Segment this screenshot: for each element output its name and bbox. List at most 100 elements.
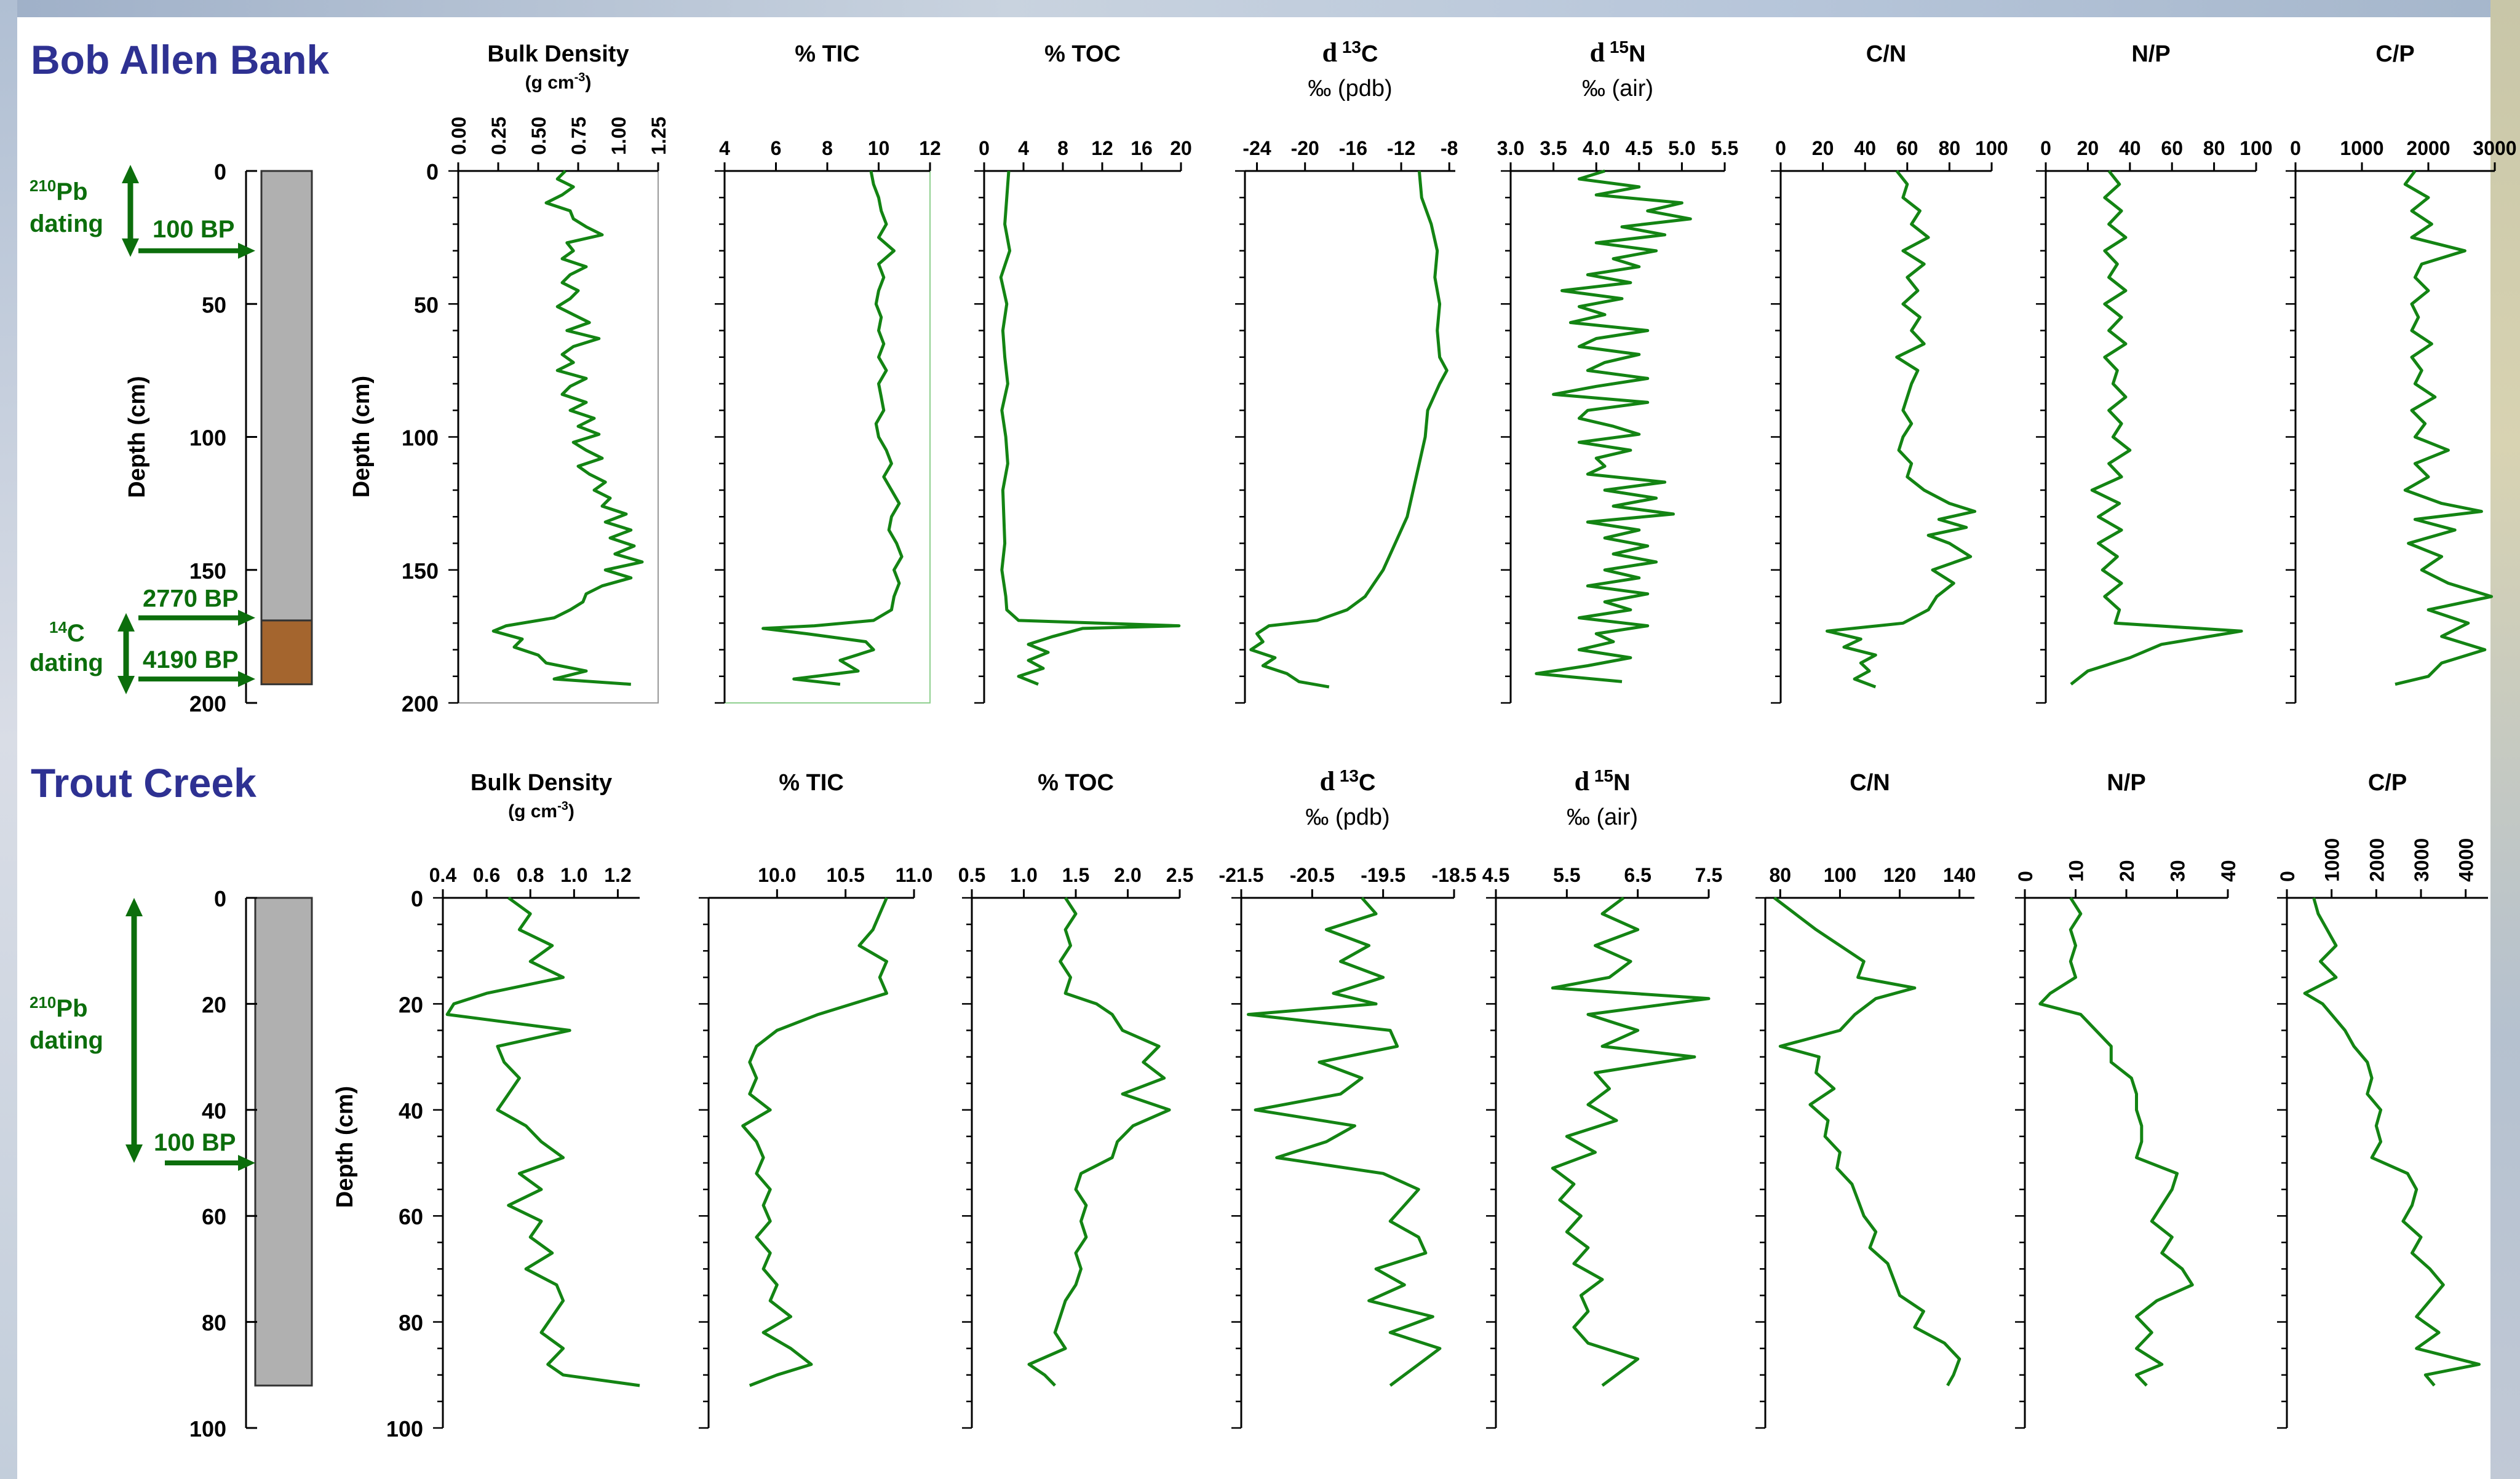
x-tick-label: 100 <box>2240 137 2272 159</box>
chart-subtitle: ‰ (pdb) <box>1308 76 1392 101</box>
x-tick-label: 3.0 <box>1497 137 1524 159</box>
x-tick-label: 80 <box>1769 864 1791 886</box>
c14-dating-arrow-head-up <box>117 613 135 632</box>
x-tick-label: 10 <box>2065 860 2088 882</box>
x-tick-label: 0.00 <box>448 117 470 155</box>
x-tick-label: 3000 <box>2411 838 2433 882</box>
chart-title: d 13C <box>1320 766 1376 796</box>
bp-marker-label: 100 BP <box>153 216 234 243</box>
x-tick-label: 80 <box>1939 137 1961 159</box>
profile-chart: 0.5 1.0 1.5 2.0 2.5 % TOC <box>958 770 1193 1429</box>
x-tick-label: 0 <box>2040 137 2051 159</box>
background-right-band <box>2490 0 2520 1479</box>
profile-line <box>491 170 644 686</box>
depth-tick-label: 0 <box>411 886 423 911</box>
profile-chart: 0 10 20 30 40 N/P <box>2014 770 2240 1429</box>
core-depth-tick-label: 40 <box>202 1098 226 1124</box>
x-tick-label: 4.5 <box>1482 864 1509 886</box>
c14-dating-arrow-head-down <box>117 676 135 695</box>
bp-marker-label: 2770 BP <box>143 585 239 613</box>
profile-line <box>1247 897 1442 1387</box>
x-tick-label: -21.5 <box>1219 864 1264 886</box>
profile-line <box>741 897 888 1387</box>
chart-subtitle: (g cm-3) <box>525 71 592 93</box>
x-tick-label: 2000 <box>2406 137 2450 159</box>
profile-line <box>1551 896 1711 1387</box>
chart-title: N/P <box>2131 41 2170 67</box>
core-depth-tick-label: 80 <box>202 1310 226 1336</box>
pb-dating-arrow-head-up <box>125 898 143 916</box>
bp-marker-arrow-head <box>238 1155 255 1171</box>
x-tick-label: 30 <box>2167 860 2189 882</box>
chart-subtitle: ‰ (pdb) <box>1305 804 1389 830</box>
bp-marker-arrow-head <box>238 671 255 688</box>
bp-marker-label: 4190 BP <box>143 646 239 673</box>
chart-title: N/P <box>2107 770 2145 796</box>
profile-chart: -24 -20 -16 -12 -8 d 13C ‰ (pdb) <box>1235 38 1458 704</box>
x-tick-label: 3000 <box>2473 137 2516 159</box>
profile-chart: 0 20 40 60 80 100 N/P <box>2036 41 2273 704</box>
core-depth-tick-label: 150 <box>189 558 226 584</box>
profile-line <box>1249 170 1449 689</box>
profile-line <box>445 896 640 1387</box>
x-tick-label: 0.8 <box>517 864 544 886</box>
x-tick-label: 4.5 <box>1626 137 1653 159</box>
panel-1: Trout Creek 0 20 40 60 80 100 210Pb dating 100 BP… <box>30 760 423 1441</box>
x-tick-label: 3.5 <box>1540 137 1567 159</box>
x-tick-label: 4000 <box>2455 838 2478 882</box>
x-tick-label: 1000 <box>2340 137 2383 159</box>
x-tick-label: 11.0 <box>896 864 933 886</box>
profile-chart: 0 4 8 12 16 20 % TOC <box>974 41 1192 704</box>
x-tick-label: 1.0 <box>1010 864 1037 886</box>
bp-marker-arrow-head <box>238 609 255 626</box>
x-tick-label: 4 <box>719 137 730 159</box>
x-tick-label: 20 <box>2077 137 2099 159</box>
x-tick-label: 0.6 <box>473 864 500 886</box>
pb-dating-arrow-head-down <box>122 238 139 257</box>
site-title: Bob Allen Bank <box>31 37 330 82</box>
chart-title: % TIC <box>779 770 844 796</box>
profile-chart: 4.5 5.5 6.5 7.5 d 15N ‰ (air) <box>1482 766 1722 1429</box>
chart-title: % TOC <box>1038 770 1114 796</box>
x-tick-label: 7.5 <box>1695 864 1722 886</box>
core-depth-tick-label: 0 <box>214 886 226 911</box>
x-tick-label: 1.5 <box>1062 864 1089 886</box>
x-tick-label: 40 <box>2119 137 2141 159</box>
profile-chart: 3.0 3.5 4.0 4.5 5.0 5.5 d 15N ‰ (air) <box>1497 38 1738 704</box>
core-depth-tick-label: 20 <box>202 992 226 1017</box>
depth-axis-label: Depth (cm) <box>349 376 375 498</box>
chart-subtitle: ‰ (air) <box>1582 76 1653 101</box>
chart-title: C/P <box>2375 41 2414 67</box>
x-tick-label: 0 <box>2290 137 2301 159</box>
depth-tick-label: 100 <box>386 1416 423 1441</box>
core-depth-axis-label: Depth (cm) <box>124 376 150 498</box>
chart-title: d 13C <box>1322 38 1378 68</box>
depth-tick-label: 80 <box>399 1310 423 1336</box>
x-tick-label: 8 <box>1057 137 1068 159</box>
x-tick-label: 1.25 <box>648 117 670 155</box>
profile-chart: 0 1000 2000 3000 4000 C/P <box>2276 770 2488 1429</box>
profile-chart: 4 6 8 10 12 % TIC <box>715 41 941 704</box>
plot-frame <box>458 170 659 704</box>
profile-line <box>1773 897 1962 1387</box>
x-tick-label: -18.5 <box>1432 864 1477 886</box>
x-tick-label: -20.5 <box>1290 864 1335 886</box>
x-tick-label: 100 <box>1824 864 1856 886</box>
x-tick-label: 12 <box>1091 137 1113 159</box>
x-tick-label: 2000 <box>2366 838 2388 882</box>
x-tick-label: 140 <box>1943 864 1976 886</box>
x-tick-label: -12 <box>1387 137 1415 159</box>
pb-dating-label: 210Pb <box>30 993 88 1022</box>
x-tick-label: 40 <box>2217 860 2240 882</box>
x-tick-label: 5.5 <box>1711 137 1738 159</box>
chart-subtitle: ‰ (air) <box>1567 804 1638 830</box>
site-title: Trout Creek <box>31 760 256 806</box>
x-tick-label: 40 <box>1854 137 1876 159</box>
core-segment <box>254 897 313 1387</box>
x-tick-label: -19.5 <box>1361 864 1405 886</box>
x-tick-label: 5.5 <box>1553 864 1580 886</box>
bp-marker-arrow-head <box>238 242 255 259</box>
depth-tick-label: 60 <box>399 1204 423 1229</box>
chart-title: Bulk Density <box>471 770 612 796</box>
